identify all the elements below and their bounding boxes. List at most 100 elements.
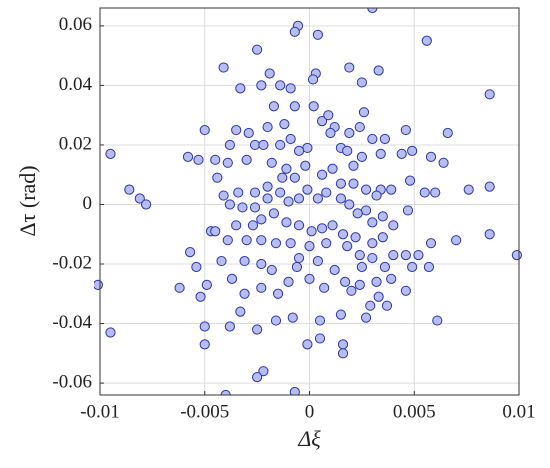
point: [388, 249, 399, 261]
point: [342, 241, 353, 252]
point: [360, 312, 372, 323]
y-tick-label: -0.06: [52, 371, 92, 392]
point: [335, 178, 347, 189]
point: [430, 187, 441, 198]
point: [191, 261, 202, 273]
point: [252, 44, 263, 55]
point: [352, 208, 363, 219]
point: [237, 202, 248, 213]
point: [212, 172, 223, 183]
point: [277, 172, 288, 183]
point: [235, 306, 246, 317]
point: [304, 273, 315, 284]
point: [105, 327, 116, 338]
point: [321, 187, 332, 198]
point: [377, 211, 388, 222]
point: [262, 193, 273, 204]
point: [484, 181, 495, 192]
point: [266, 157, 277, 168]
point: [407, 145, 418, 156]
point: [386, 273, 397, 284]
point: [373, 291, 384, 302]
point: [293, 252, 305, 264]
point: [304, 241, 315, 252]
point: [367, 8, 378, 14]
point: [302, 184, 313, 195]
point: [264, 68, 275, 79]
point: [239, 255, 250, 267]
point: [379, 261, 391, 273]
point: [371, 190, 382, 201]
point: [256, 258, 267, 270]
point: [413, 249, 424, 261]
point: [222, 157, 233, 168]
point: [360, 205, 372, 216]
point: [285, 83, 296, 94]
point: [335, 309, 347, 320]
point: [375, 148, 386, 159]
point: [218, 62, 229, 73]
point: [337, 229, 349, 240]
point: [285, 133, 296, 145]
y-tick-label: -0.04: [52, 312, 92, 333]
point: [386, 184, 397, 195]
plot-frame: [99, 7, 520, 396]
point: [249, 139, 261, 151]
point: [327, 163, 338, 174]
point: [289, 101, 300, 112]
point: [340, 276, 351, 287]
point: [302, 339, 313, 350]
point: [256, 214, 267, 225]
point: [289, 172, 300, 183]
point: [379, 133, 391, 145]
point: [275, 187, 286, 198]
point: [307, 74, 319, 85]
point: [396, 148, 407, 159]
point: [312, 255, 323, 267]
point: [354, 249, 365, 261]
point: [291, 261, 303, 273]
point: [356, 77, 367, 88]
point: [224, 321, 235, 332]
point: [327, 220, 338, 231]
point: [287, 312, 298, 323]
point: [256, 80, 267, 91]
point: [381, 300, 393, 311]
point: [289, 26, 300, 37]
point: [283, 196, 294, 207]
point: [344, 62, 355, 73]
point: [356, 151, 367, 162]
point: [354, 279, 365, 290]
point: [308, 101, 319, 112]
point: [350, 232, 361, 243]
point: [233, 187, 244, 198]
x-tick-label: 0.005: [393, 401, 436, 422]
x-tick-label: -0.005: [180, 401, 229, 422]
point: [247, 220, 259, 231]
point: [218, 190, 229, 201]
point: [348, 160, 359, 171]
point: [463, 184, 474, 195]
point: [432, 315, 443, 326]
point: [423, 261, 435, 273]
point: [511, 249, 523, 261]
point: [300, 160, 311, 171]
point: [243, 127, 254, 139]
point: [201, 279, 212, 290]
point: [323, 110, 334, 121]
point: [442, 127, 453, 139]
point: [314, 333, 326, 344]
point: [224, 139, 235, 151]
point: [256, 235, 267, 246]
point: [314, 315, 326, 326]
point: [258, 366, 269, 377]
point: [231, 124, 242, 136]
point: [275, 139, 286, 151]
y-tick-label: 0.02: [59, 133, 92, 154]
x-tick-label: 0: [305, 401, 315, 422]
y-axis-label: Δτ (rad): [15, 165, 40, 236]
point: [321, 238, 332, 249]
point: [184, 247, 196, 258]
point: [262, 121, 273, 133]
point: [346, 285, 357, 296]
